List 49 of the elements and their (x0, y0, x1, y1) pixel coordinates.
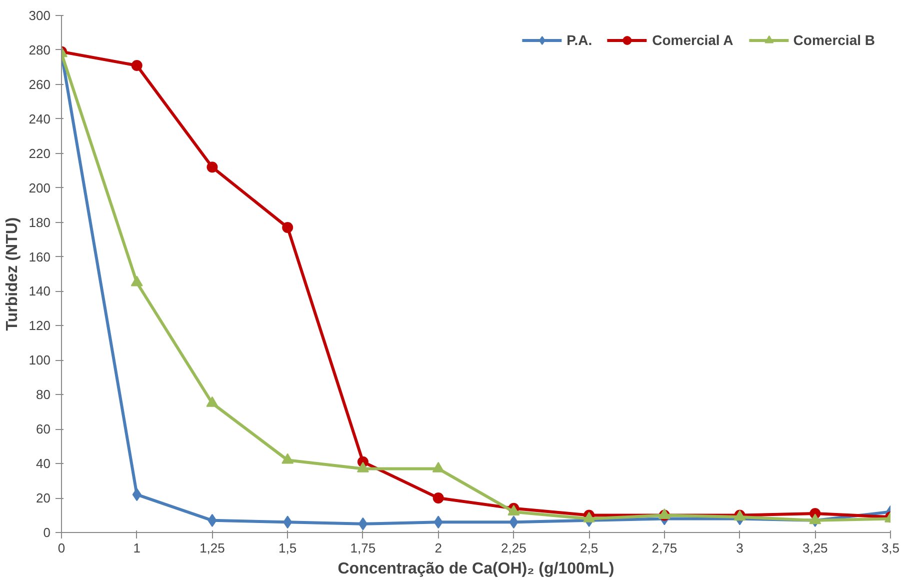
x-axis-title: Concentração de Ca(OH)₂ (g/100mL) (338, 560, 614, 578)
y-tick-label: 180 (28, 214, 51, 230)
point (208, 514, 217, 527)
point (206, 396, 218, 407)
y-tick-label: 60 (36, 422, 51, 437)
y-tick-label: 240 (28, 111, 51, 126)
x-tick-label: 2,25 (501, 540, 526, 556)
point (432, 492, 444, 504)
point (282, 222, 294, 233)
point (358, 517, 368, 530)
point (809, 514, 822, 524)
y-tick-label: 200 (28, 180, 51, 196)
y-tick-label: 80 (36, 387, 51, 402)
x-tick-label: 1 (133, 540, 140, 556)
y-tick-label: 120 (28, 318, 51, 334)
point (356, 462, 369, 472)
y-tick-label: 0 (43, 525, 51, 540)
point (130, 276, 143, 286)
y-tick-label: 260 (28, 76, 51, 92)
point (131, 60, 142, 71)
point (509, 516, 518, 529)
x-tick-label: 3,25 (802, 540, 828, 556)
y-tick-label: 140 (28, 284, 51, 299)
point (432, 462, 444, 472)
point (282, 453, 294, 464)
y-tick-label: 40 (36, 456, 51, 472)
x-tick-label: 0 (58, 540, 66, 556)
x-tick-label: 3 (736, 540, 744, 556)
x-tick-label: 2 (434, 540, 442, 556)
point (283, 516, 292, 529)
y-tick-label: 20 (36, 490, 51, 506)
x-tick-label: 2,75 (652, 540, 678, 556)
x-tick-label: 2,5 (580, 540, 598, 556)
x-tick-label: 1,75 (350, 540, 376, 556)
point (434, 516, 443, 529)
y-tick-label: 220 (28, 146, 51, 161)
legend-label: Comercial A (652, 32, 734, 48)
point (132, 488, 142, 502)
y-axis-title: Turbidez (NTU) (4, 217, 21, 331)
y-tick-label: 300 (28, 8, 51, 23)
y-tick-label: 100 (28, 352, 51, 368)
x-tick-label: 1,5 (278, 540, 297, 556)
y-tick-label: 280 (28, 42, 51, 58)
x-tick-label: 1,25 (200, 540, 225, 556)
legend-label: Comercial B (793, 32, 875, 48)
legend-label: P.A. (566, 32, 592, 48)
y-tick-label: 160 (28, 249, 51, 264)
x-tick-label: 3,5 (881, 540, 900, 556)
point (206, 162, 218, 173)
